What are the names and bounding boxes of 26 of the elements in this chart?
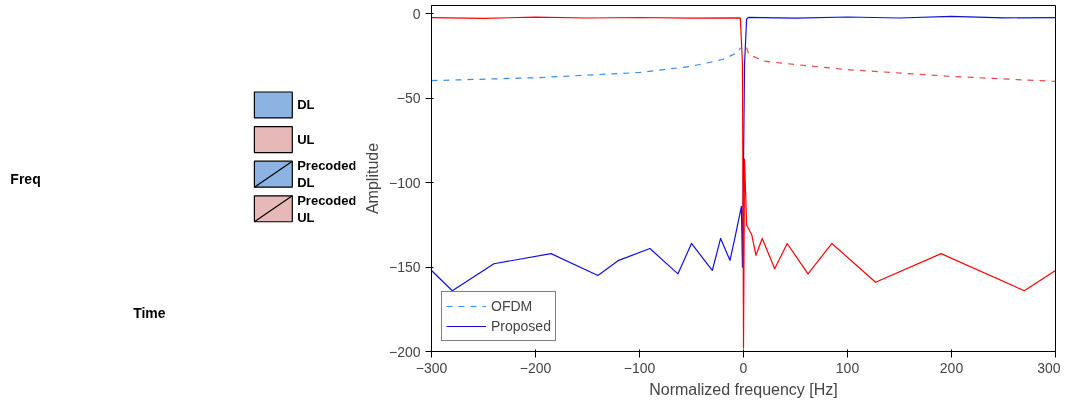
legend-label: UL	[297, 132, 315, 148]
text: Time	[133, 304, 166, 321]
line-series	[431, 16, 1056, 349]
legend-label: Precoded DL	[297, 158, 357, 190]
legend-label: DL	[297, 97, 315, 113]
legend-label: Proposed	[491, 318, 551, 334]
y-tick-label: −100	[388, 174, 421, 191]
legend-label: OFDM	[491, 298, 533, 314]
x-tick-label: −300	[415, 359, 448, 376]
y-tick-label: −50	[396, 90, 421, 107]
legend-label: Precoded UL	[297, 193, 357, 225]
x-tick-label: −100	[623, 359, 656, 376]
x-tick-label: 300	[1037, 359, 1061, 376]
x-tick-label: 100	[835, 359, 860, 376]
x-tick-label: −200	[519, 359, 552, 376]
y-tick-label: −200	[388, 343, 421, 360]
x-axis-title: Normalized frequency [Hz]	[649, 380, 838, 398]
y-tick-label: 0	[412, 5, 421, 22]
y-axis-title: Amplitude	[363, 142, 381, 215]
x-tick-label: 200	[939, 359, 964, 376]
text: Freq	[10, 170, 41, 187]
line-series	[746, 47, 1056, 83]
line-series	[431, 15, 1056, 292]
x-tick-label: 0	[739, 359, 748, 376]
line-series	[431, 47, 741, 82]
y-tick-label: −150	[388, 259, 421, 276]
